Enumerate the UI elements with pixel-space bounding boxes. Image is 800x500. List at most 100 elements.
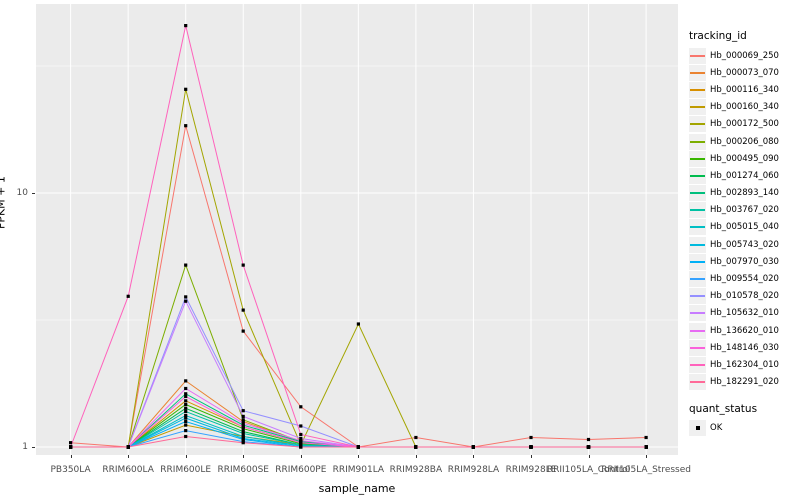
- legend-key: [689, 64, 706, 81]
- legend-entry: Hb_000069_250: [689, 47, 799, 64]
- legend-key-line: [690, 243, 705, 246]
- data-point: [241, 263, 245, 267]
- legend-key-line: [690, 295, 705, 298]
- legend-entry-label: Hb_010578_020: [710, 291, 779, 302]
- data-point: [241, 421, 245, 425]
- x-axis-tick: [358, 455, 360, 458]
- x-tick-label: RRIM600LA: [102, 465, 154, 475]
- data-point: [184, 24, 188, 28]
- legend-key-line: [690, 278, 705, 281]
- legend-key: [689, 133, 706, 150]
- legend-key: [689, 47, 706, 64]
- legend-entry: Hb_105632_010: [689, 305, 799, 322]
- legend-entry-label: Hb_000073_070: [710, 67, 779, 78]
- legend-entry: Hb_162304_010: [689, 356, 799, 373]
- legend-entry-label: Hb_105632_010: [710, 308, 779, 319]
- data-point: [241, 423, 245, 427]
- data-point: [184, 392, 188, 396]
- data-point: [184, 429, 188, 433]
- legend-entry: Hb_000495_090: [689, 150, 799, 167]
- legend-key: [689, 339, 706, 356]
- data-point: [356, 445, 360, 449]
- legend-entry: Hb_000172_500: [689, 116, 799, 133]
- legend-entry-label: Hb_000172_500: [710, 119, 779, 130]
- legend-panel: tracking_id Hb_000069_250 Hb_000073_070 Hb…: [689, 30, 799, 437]
- y-axis-tick: [32, 447, 35, 448]
- data-point: [184, 399, 188, 403]
- legend-key: [689, 116, 706, 133]
- legend-entry: OK: [689, 420, 799, 437]
- data-point: [184, 295, 188, 299]
- x-axis-title: sample_name: [318, 482, 396, 495]
- legend-entry-label: Hb_003767_020: [710, 205, 779, 216]
- legend-key-line: [690, 329, 705, 332]
- data-point: [241, 418, 245, 422]
- data-point: [299, 439, 303, 443]
- quant-status-legend: quant_status OK: [689, 403, 799, 437]
- legend-entry: Hb_002893_140: [689, 185, 799, 202]
- legend-key: [689, 219, 706, 236]
- x-axis-tick: [243, 455, 245, 458]
- data-point: [184, 87, 188, 91]
- legend-entry: Hb_000160_340: [689, 99, 799, 116]
- data-point: [69, 441, 73, 445]
- data-point: [184, 434, 188, 439]
- black-square-point-icon: [696, 426, 700, 431]
- data-point: [184, 263, 188, 267]
- x-axis-tick: [185, 455, 187, 458]
- legend-entry-label: Hb_000206_080: [710, 136, 779, 147]
- legend-entry: Hb_000073_070: [689, 64, 799, 81]
- x-tick-label: RRII105LA_Control: [546, 465, 631, 475]
- x-tick-label: RRIM600SE: [217, 465, 270, 475]
- data-point: [414, 435, 418, 440]
- legend-key-line: [690, 363, 705, 366]
- y-tick-label: 10: [16, 188, 28, 198]
- data-point: [529, 435, 533, 440]
- data-point: [241, 434, 245, 439]
- legend-key: [689, 236, 706, 253]
- data-point: [184, 386, 188, 391]
- legend-entry: Hb_000206_080: [689, 133, 799, 150]
- legend-key: [689, 202, 706, 219]
- y-tick-label: 1: [22, 442, 28, 452]
- legend-key: [689, 167, 706, 184]
- quant-status-legend-entries: OK: [689, 420, 799, 437]
- x-axis-tick: [128, 455, 130, 458]
- data-point: [241, 427, 245, 431]
- data-point: [299, 441, 303, 445]
- data-point: [184, 379, 188, 383]
- x-axis-tick: [415, 455, 417, 458]
- x-axis-tick: [646, 455, 648, 458]
- legend-key: [689, 150, 706, 167]
- plot-panel: [36, 4, 678, 455]
- legend-entry-label: Hb_000160_340: [710, 102, 779, 113]
- legend-key: [689, 99, 706, 116]
- legend-title-tracking-id: tracking_id: [689, 30, 747, 42]
- data-point: [299, 432, 303, 437]
- legend-key-line: [690, 226, 705, 229]
- legend-key-line: [690, 209, 705, 212]
- legend-key: [689, 271, 706, 288]
- legend-entry: Hb_005015_040: [689, 219, 799, 236]
- data-point: [644, 435, 648, 440]
- legend-key: [689, 322, 706, 339]
- y-axis-tick: [32, 193, 35, 194]
- legend-entry: Hb_005743_020: [689, 236, 799, 253]
- legend-entry-label: Hb_000495_090: [710, 153, 779, 164]
- legend-entry: Hb_007970_030: [689, 253, 799, 270]
- legend-entry-label: Hb_148146_030: [710, 342, 779, 353]
- data-point: [241, 308, 245, 312]
- data-point: [184, 413, 188, 418]
- legend-entry-label: Hb_182291_020: [710, 377, 779, 388]
- legend-key-line: [690, 260, 705, 263]
- legend-key: [689, 374, 706, 391]
- legend-entry: Hb_148146_030: [689, 339, 799, 356]
- legend-entry: Hb_000116_340: [689, 81, 799, 98]
- legend-key-line: [690, 54, 705, 57]
- x-tick-label: PB350LA: [50, 465, 91, 475]
- data-point: [241, 414, 245, 418]
- legend-key: [689, 253, 706, 270]
- legend-entry-label: Hb_002893_140: [710, 188, 779, 199]
- data-point: [241, 409, 245, 413]
- legend-key-line: [690, 123, 705, 126]
